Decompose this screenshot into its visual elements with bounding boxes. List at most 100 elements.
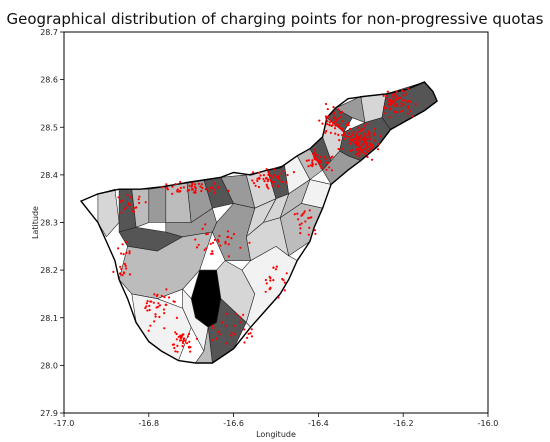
charging-point — [285, 272, 288, 275]
charging-point — [153, 320, 156, 323]
charging-point — [119, 272, 122, 275]
charging-point — [411, 115, 414, 118]
y-axis-label: Latitude — [31, 206, 40, 239]
charging-point — [248, 241, 251, 244]
charging-point — [239, 246, 242, 249]
charging-point — [350, 148, 353, 152]
charging-point — [359, 134, 363, 137]
charging-point — [187, 188, 191, 192]
charging-point — [309, 164, 312, 167]
charging-point — [281, 180, 284, 183]
charging-point — [121, 243, 124, 246]
charging-point — [404, 92, 407, 95]
charging-point — [199, 185, 202, 188]
charging-point — [325, 117, 328, 120]
charging-point — [389, 98, 392, 101]
charging-point — [205, 247, 208, 250]
charging-point — [157, 302, 160, 305]
charging-point — [335, 118, 338, 121]
charging-point — [330, 124, 333, 127]
charging-point — [319, 155, 323, 159]
charging-point — [172, 300, 175, 303]
charging-point — [132, 210, 136, 213]
charging-point — [313, 155, 316, 158]
charging-point — [360, 139, 363, 142]
charging-point — [271, 181, 275, 184]
charging-point — [408, 110, 411, 113]
charging-point — [271, 176, 274, 179]
charging-point — [332, 106, 335, 109]
charging-point — [314, 232, 317, 235]
charging-point — [262, 174, 265, 177]
charging-point — [267, 170, 270, 173]
charging-point — [307, 233, 310, 236]
points-layer — [112, 87, 417, 353]
charging-point — [324, 131, 327, 134]
charging-point — [311, 163, 314, 166]
charging-point — [274, 180, 277, 183]
charging-point — [122, 272, 126, 275]
charging-point — [165, 288, 168, 291]
charging-point — [351, 133, 355, 136]
charging-point — [188, 340, 191, 343]
region-4 — [148, 186, 167, 223]
charging-point — [281, 277, 284, 281]
charging-point — [243, 328, 246, 331]
charging-point — [259, 174, 262, 177]
charging-point — [350, 139, 353, 142]
charging-point — [347, 124, 350, 127]
charging-point — [282, 170, 285, 173]
charging-point — [120, 211, 123, 214]
charging-point — [283, 289, 286, 292]
charging-point — [271, 184, 274, 187]
charging-point — [286, 173, 289, 177]
charging-point — [163, 296, 166, 299]
charging-point — [205, 233, 208, 236]
charging-point — [303, 210, 306, 213]
charging-point — [132, 207, 135, 210]
charging-point — [403, 99, 406, 102]
y-tick-label: 28.6 — [40, 76, 58, 85]
charging-point — [232, 324, 235, 327]
charging-point — [337, 117, 340, 120]
charging-point — [395, 111, 398, 114]
charging-point — [307, 217, 310, 220]
charging-point — [339, 127, 342, 130]
charging-point — [264, 290, 267, 293]
charging-point — [398, 110, 401, 113]
charging-point — [377, 148, 380, 151]
charging-point — [201, 186, 204, 190]
charging-point — [218, 234, 221, 237]
charging-point — [312, 153, 315, 156]
charging-point — [318, 119, 321, 122]
y-tick-label: 28.2 — [40, 266, 58, 275]
charging-point — [354, 140, 357, 143]
charging-point — [162, 308, 165, 311]
charging-point — [406, 112, 409, 115]
charging-point — [334, 132, 337, 135]
charging-point — [360, 128, 363, 131]
charging-point — [367, 133, 370, 136]
charging-point — [251, 171, 255, 174]
charging-point — [221, 321, 224, 324]
charging-point — [216, 238, 219, 241]
charging-point — [285, 181, 288, 184]
charging-point — [137, 198, 140, 201]
charging-point — [342, 131, 346, 134]
charging-point — [227, 255, 230, 258]
charging-point — [346, 135, 349, 138]
charging-point — [299, 232, 302, 235]
x-tick-label: -16.8 — [138, 419, 159, 428]
charging-point — [358, 141, 361, 144]
charging-point — [386, 95, 389, 98]
charging-point — [121, 274, 124, 277]
charging-point — [267, 187, 270, 190]
charging-point — [180, 336, 183, 339]
charging-point — [225, 342, 229, 345]
charging-point — [392, 96, 395, 99]
y-tick-label: 28.0 — [40, 361, 58, 370]
charging-point — [173, 346, 176, 350]
charging-point — [194, 189, 197, 192]
charging-point — [211, 250, 214, 253]
charging-point — [393, 110, 396, 113]
